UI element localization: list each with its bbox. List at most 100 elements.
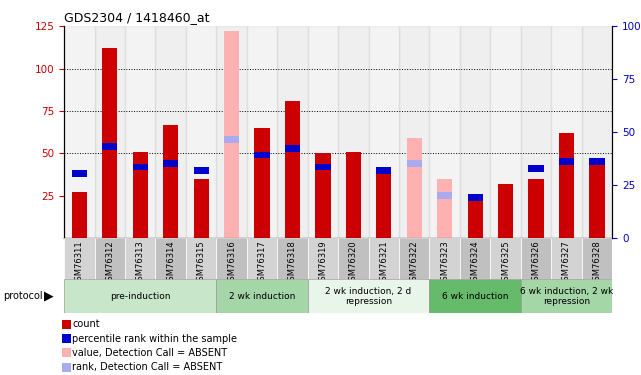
Bar — [125, 238, 155, 279]
Bar — [520, 279, 612, 313]
Bar — [399, 238, 429, 279]
Bar — [406, 160, 422, 167]
Bar — [528, 165, 544, 172]
Text: rank, Detection Call = ABSENT: rank, Detection Call = ABSENT — [72, 362, 222, 372]
Bar — [581, 26, 612, 238]
Text: GDS2304 / 1418460_at: GDS2304 / 1418460_at — [64, 11, 210, 24]
Bar — [216, 26, 247, 238]
Bar — [406, 138, 422, 238]
Bar — [224, 136, 239, 143]
Bar — [277, 238, 308, 279]
Bar — [194, 179, 209, 238]
Text: GSM76311: GSM76311 — [75, 240, 84, 286]
Bar — [247, 26, 277, 238]
Text: 6 wk induction: 6 wk induction — [442, 292, 508, 301]
Text: protocol: protocol — [3, 291, 43, 301]
Bar — [133, 164, 148, 170]
Bar — [285, 145, 300, 152]
Bar — [460, 238, 490, 279]
Bar — [498, 184, 513, 238]
Bar — [163, 124, 178, 238]
Text: GSM76318: GSM76318 — [288, 240, 297, 286]
Text: 2 wk induction: 2 wk induction — [229, 292, 296, 301]
Bar — [133, 152, 148, 238]
Bar — [429, 279, 520, 313]
Text: 6 wk induction, 2 wk
repression: 6 wk induction, 2 wk repression — [520, 286, 613, 306]
Text: GSM76320: GSM76320 — [349, 240, 358, 286]
Text: GSM76324: GSM76324 — [470, 240, 479, 286]
Bar — [376, 167, 392, 174]
Bar — [429, 26, 460, 238]
Text: value, Detection Call = ABSENT: value, Detection Call = ABSENT — [72, 348, 228, 358]
Bar — [155, 26, 186, 238]
Text: GSM76313: GSM76313 — [136, 240, 145, 286]
Bar — [315, 153, 331, 238]
Bar — [581, 238, 612, 279]
Text: GSM76328: GSM76328 — [592, 240, 601, 286]
Bar — [559, 133, 574, 238]
Bar — [95, 238, 125, 279]
Bar — [460, 26, 490, 238]
Bar — [102, 143, 117, 150]
Bar — [520, 26, 551, 238]
Bar — [64, 279, 216, 313]
Bar — [369, 238, 399, 279]
Text: count: count — [72, 320, 100, 329]
Bar — [64, 26, 95, 238]
Bar — [338, 26, 369, 238]
Bar — [125, 26, 155, 238]
Bar — [559, 159, 574, 165]
Bar — [224, 32, 239, 238]
Bar — [247, 238, 277, 279]
Bar — [95, 26, 125, 238]
Text: GSM76321: GSM76321 — [379, 240, 388, 286]
Text: GSM76325: GSM76325 — [501, 240, 510, 286]
Bar — [254, 152, 270, 159]
Text: GSM76323: GSM76323 — [440, 240, 449, 286]
Bar — [369, 26, 399, 238]
Bar — [308, 26, 338, 238]
Bar — [186, 26, 216, 238]
Bar — [102, 48, 117, 238]
Bar — [64, 238, 95, 279]
Bar — [437, 192, 453, 199]
Text: GSM76327: GSM76327 — [562, 240, 571, 286]
Bar — [528, 179, 544, 238]
Bar — [399, 26, 429, 238]
Text: GSM76314: GSM76314 — [166, 240, 175, 286]
Text: GSM76312: GSM76312 — [105, 240, 114, 286]
Bar — [155, 238, 186, 279]
Text: pre-induction: pre-induction — [110, 292, 171, 301]
Bar — [285, 101, 300, 238]
Bar — [589, 159, 604, 238]
Text: GSM76326: GSM76326 — [531, 240, 540, 286]
Text: 2 wk induction, 2 d
repression: 2 wk induction, 2 d repression — [326, 286, 412, 306]
Bar — [490, 26, 520, 238]
Bar — [589, 159, 604, 165]
Text: GSM76319: GSM76319 — [319, 240, 328, 286]
Bar — [194, 167, 209, 174]
Bar — [345, 152, 361, 238]
Bar — [467, 194, 483, 201]
Bar — [429, 238, 460, 279]
Bar — [163, 160, 178, 167]
Bar — [72, 192, 87, 238]
Bar — [467, 196, 483, 238]
Bar — [186, 238, 216, 279]
Bar — [308, 238, 338, 279]
Text: GSM76316: GSM76316 — [227, 240, 236, 286]
Bar — [72, 170, 87, 177]
Bar — [308, 279, 429, 313]
Text: GSM76322: GSM76322 — [410, 240, 419, 286]
Text: ▶: ▶ — [44, 290, 53, 303]
Text: GSM76317: GSM76317 — [258, 240, 267, 286]
Bar — [277, 26, 308, 238]
Bar — [520, 238, 551, 279]
Bar — [551, 26, 581, 238]
Bar — [376, 167, 392, 238]
Bar — [490, 238, 520, 279]
Bar — [254, 128, 270, 238]
Bar — [315, 164, 331, 170]
Bar — [551, 238, 581, 279]
Bar — [216, 279, 308, 313]
